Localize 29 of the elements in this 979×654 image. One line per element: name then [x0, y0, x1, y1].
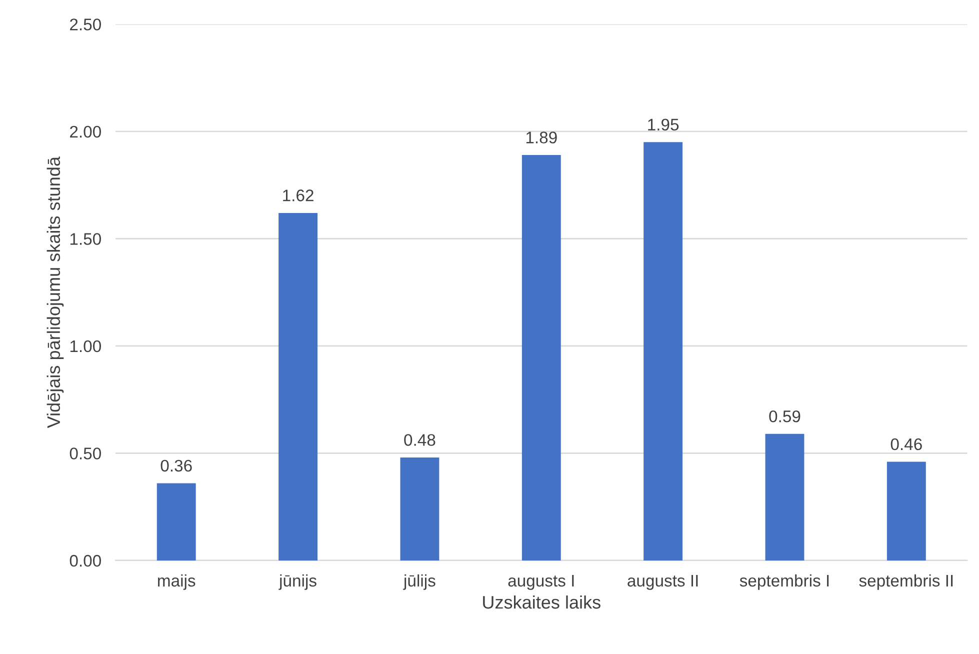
y-axis-title: Vidējais pārlidojumu skaits stundā [46, 156, 64, 428]
x-axis-title: Uzskaites laiks [483, 595, 600, 609]
x-tick-label: jūlijs [403, 574, 436, 590]
data-label: 1.62 [283, 190, 314, 202]
data-label: 0.36 [160, 460, 192, 472]
bar [644, 142, 683, 560]
bar [278, 212, 318, 560]
bar [522, 155, 561, 560]
y-tick-label: 1.00 [70, 340, 101, 352]
bar [400, 458, 440, 560]
x-tick-label: maijs [158, 574, 196, 590]
x-tick-label: septembris II [859, 574, 953, 590]
y-tick-label: 0.50 [70, 448, 101, 460]
bar [765, 434, 804, 560]
x-tick-label: augusts I [508, 574, 574, 590]
y-tick-label: 1.50 [70, 233, 101, 245]
data-label: 0.46 [890, 438, 922, 450]
bar [156, 483, 196, 560]
y-tick-label: 2.50 [70, 18, 101, 30]
x-tick-label: septembris I [740, 574, 829, 590]
x-tick-label: augusts II [628, 574, 698, 590]
x-tick-label: jūnijs [278, 574, 316, 590]
y-tick-label: 0.00 [70, 554, 101, 567]
bar [886, 462, 926, 560]
data-label: 0.59 [769, 410, 800, 422]
y-tick-label: 2.00 [70, 126, 101, 138]
data-label: 1.89 [526, 132, 557, 144]
data-label: 1.95 [648, 118, 679, 131]
data-label: 0.48 [404, 434, 436, 446]
